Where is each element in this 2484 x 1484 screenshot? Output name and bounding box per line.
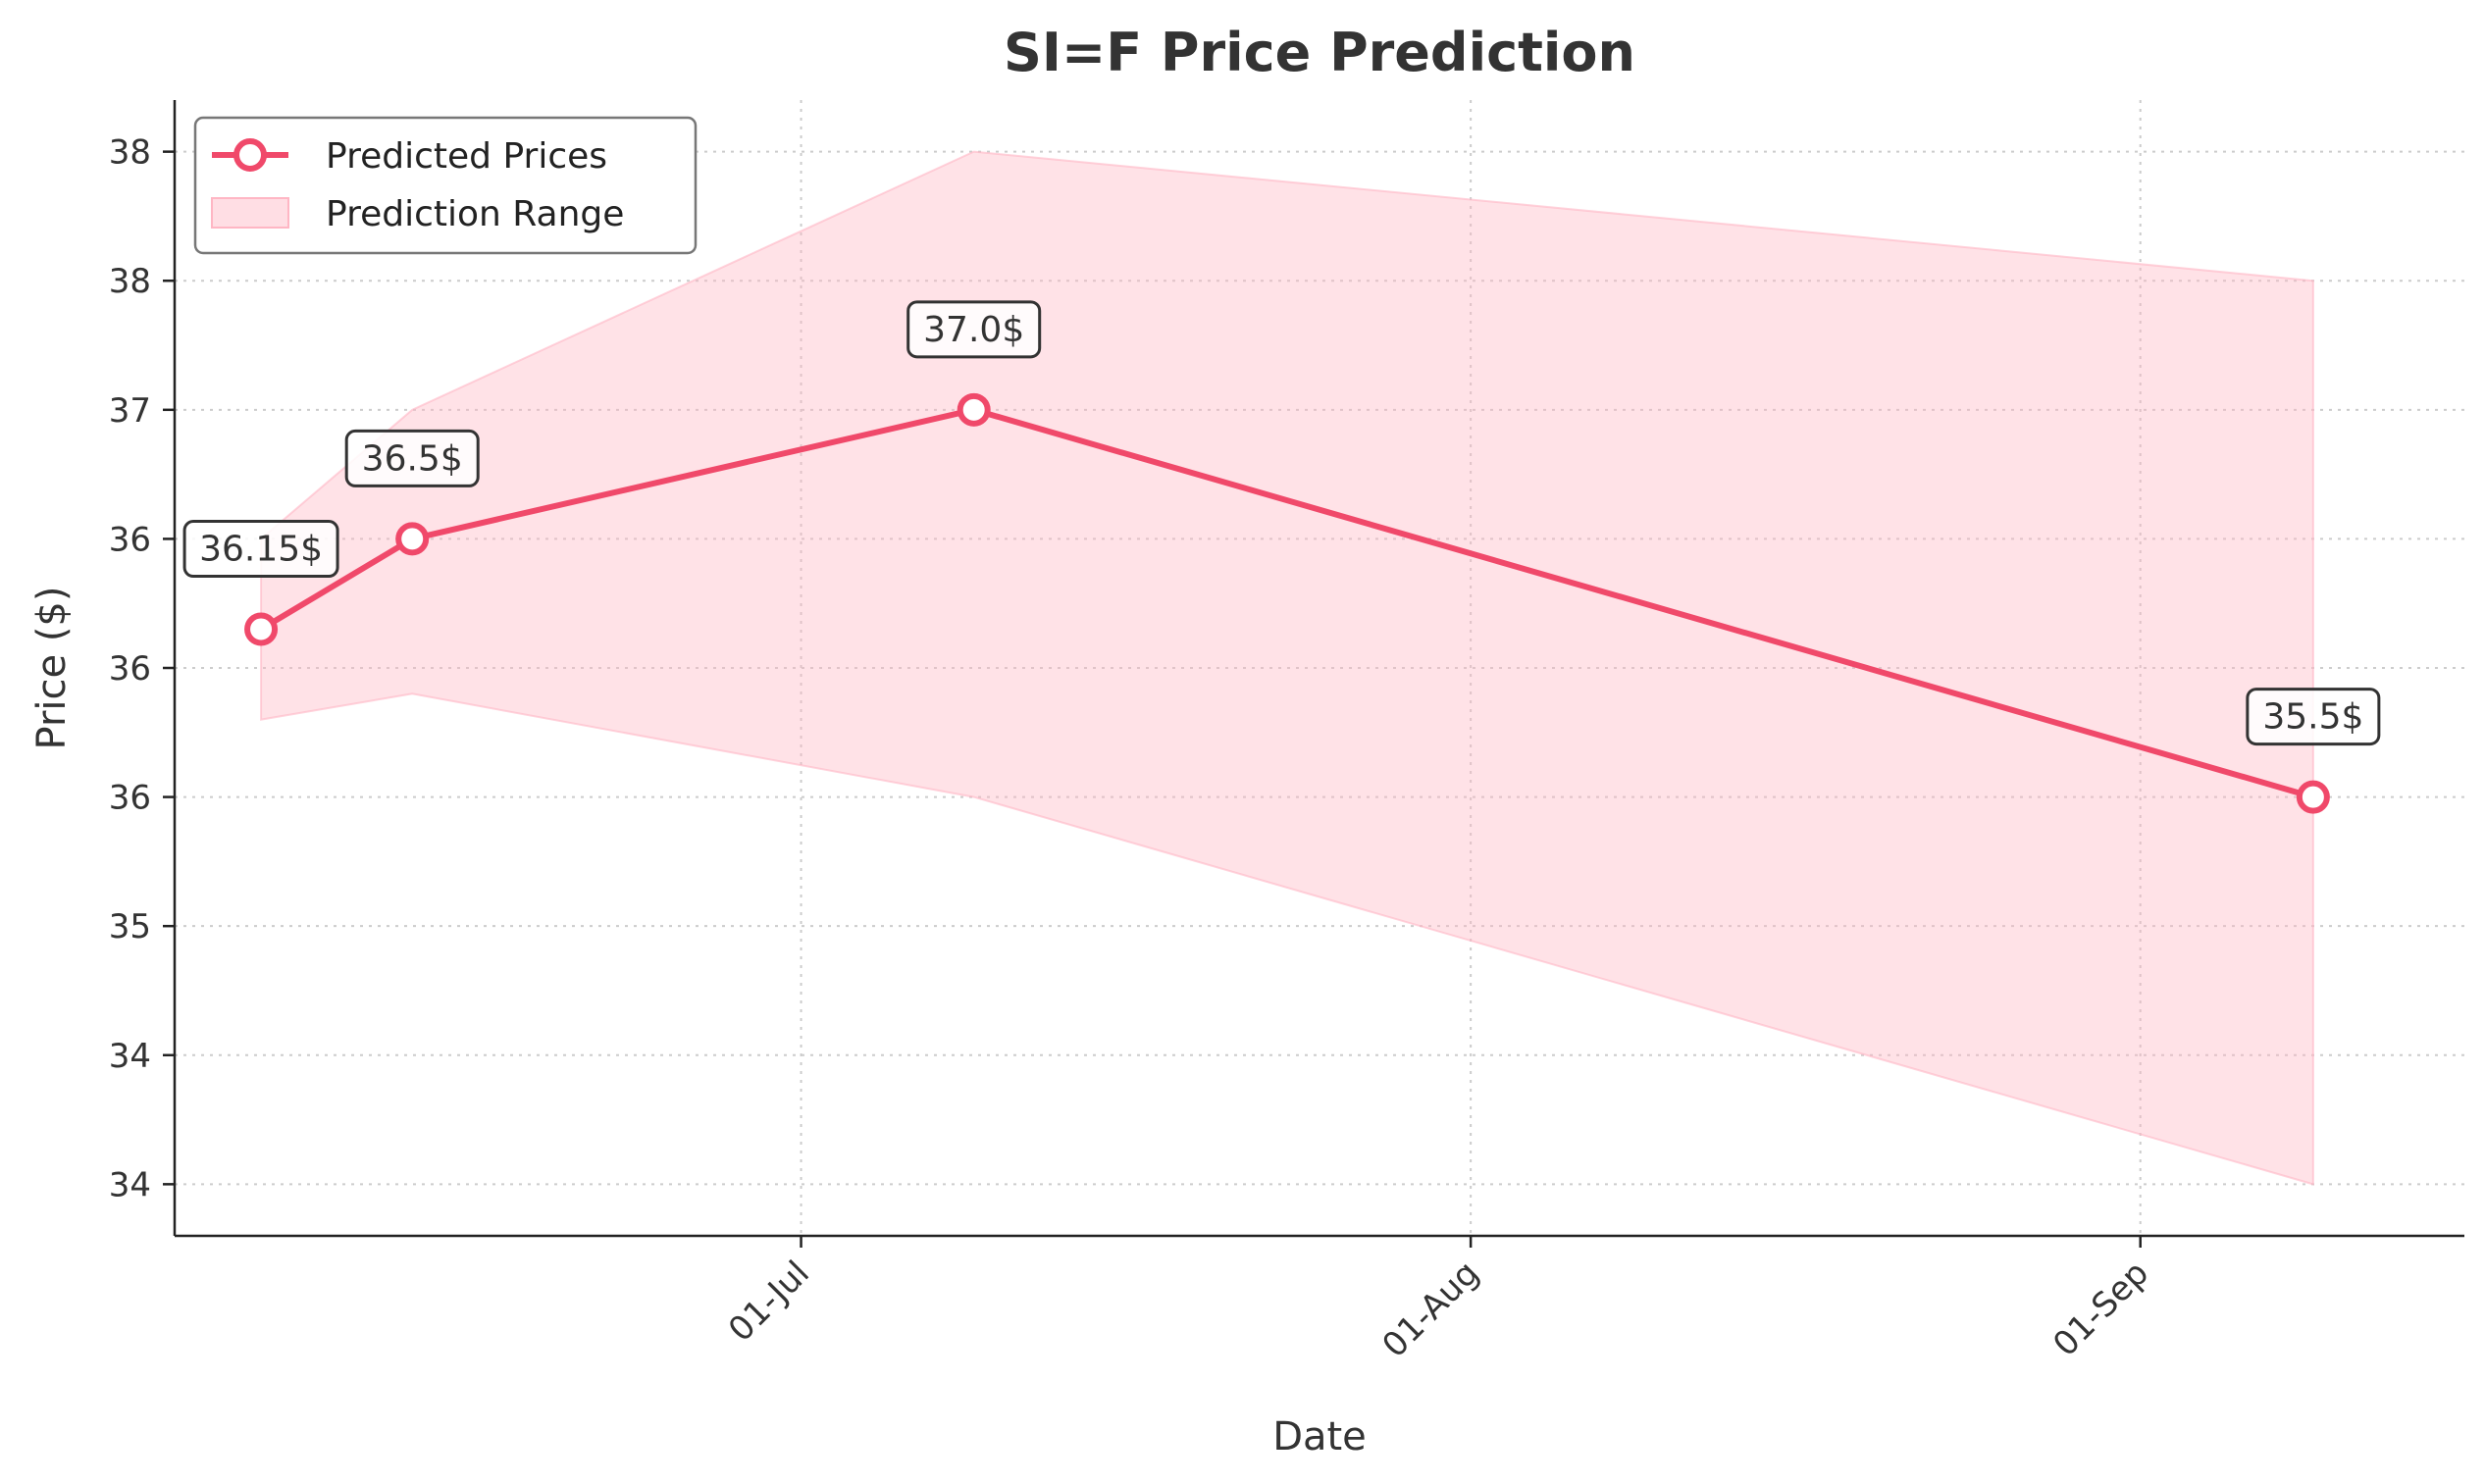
price-label-box — [344, 429, 480, 487]
price-label-box — [2246, 688, 2381, 746]
y-tick-label: 34 — [109, 1165, 151, 1204]
price-label: 36.15$ — [199, 530, 323, 570]
x-axis-label: Date — [1272, 1414, 1367, 1459]
x-tick-label: 01-Sep — [2045, 1254, 2156, 1364]
y-tick-label: 37 — [109, 391, 151, 431]
y-tick-label: 36 — [109, 520, 151, 559]
predicted-point — [2296, 780, 2330, 814]
prediction-range-band — [260, 150, 2314, 1186]
price-label: 36.5$ — [362, 438, 463, 479]
x-tick-label: 01-Aug — [1375, 1254, 1487, 1365]
legend-label-range: Prediction Range — [326, 194, 624, 234]
chart-title: SI=F Price Prediction — [1004, 22, 1635, 83]
legend-band-swatch — [211, 197, 289, 229]
y-tick-label: 34 — [109, 1037, 151, 1076]
predicted-point — [244, 612, 279, 646]
y-tick-label: 35 — [109, 907, 151, 947]
y-tick-label: 38 — [109, 262, 151, 301]
legend-box — [193, 116, 698, 255]
legend-marker-swatch — [233, 138, 267, 172]
prediction-range-layer — [260, 150, 2314, 1186]
legend: Predicted Prices Prediction Range — [193, 116, 698, 255]
predicted-price-line — [259, 406, 2314, 800]
predicted-point — [957, 392, 991, 427]
y-ticks: 34 34 35 36 36 36 37 38 38 — [109, 133, 175, 1204]
predicted-point — [395, 522, 430, 556]
y-tick-label: 38 — [109, 133, 151, 173]
y-tick-label: 36 — [109, 779, 151, 818]
legend-label-predicted: Predicted Prices — [326, 136, 607, 177]
price-label: 35.5$ — [2262, 697, 2363, 738]
price-label-box — [906, 300, 1042, 359]
predicted-line-layer — [259, 406, 2314, 800]
y-tick-label: 36 — [109, 649, 151, 689]
points-layer — [244, 392, 2330, 814]
price-label-box — [182, 520, 339, 579]
price-label: 37.0$ — [923, 310, 1024, 350]
x-tick-label: 01-Jul — [721, 1254, 817, 1350]
point-labels-layer: 36.15$ 36.5$ 37.0$ 35.5$ — [182, 300, 2381, 746]
x-ticks: 01-Jul 01-Aug 01-Sep — [721, 1236, 2156, 1365]
y-axis-label: Price ($) — [29, 587, 75, 750]
